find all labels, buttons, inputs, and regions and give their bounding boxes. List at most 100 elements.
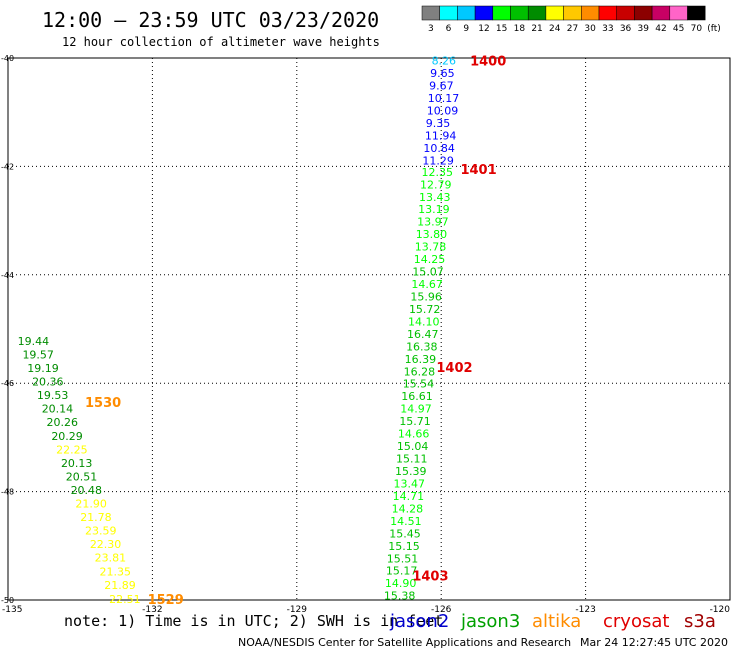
footer-credit: NOAA/NESDIS Center for Satellite Applica…	[238, 636, 571, 649]
footer-generated: Mar 24 12:27:45 UTC 2020	[580, 636, 728, 649]
satellite-legend: jason2 jason3 altika cryosat s3a	[389, 611, 716, 632]
wave-height-point: 21.90	[75, 498, 107, 511]
time-label: 1530	[85, 396, 121, 411]
wave-height-point: 13.43	[419, 191, 451, 204]
wave-height-point: 8.26	[432, 55, 457, 68]
color-scale-swatch	[510, 5, 529, 21]
wave-height-point: 20.26	[47, 416, 79, 429]
wave-height-point: 10.84	[423, 142, 455, 155]
color-scale-swatch	[634, 5, 653, 21]
wave-height-point: 14.97	[400, 403, 432, 416]
color-scale-swatch	[598, 5, 617, 21]
time-label: 1401	[460, 163, 496, 178]
wave-height-point: 9.67	[429, 80, 454, 93]
wave-height-point: 16.28	[404, 365, 436, 378]
color-scale-swatch	[563, 5, 582, 21]
color-scale-label: 42	[655, 24, 666, 34]
wave-height-point: 20.48	[71, 484, 103, 497]
wave-height-point: 20.29	[51, 430, 83, 443]
gridlines	[8, 58, 730, 600]
plot-area	[7, 57, 731, 601]
wave-height-point: 14.25	[414, 253, 446, 266]
wave-height-point: 13.78	[415, 241, 447, 254]
wave-height-point: 20.13	[61, 457, 93, 470]
color-scale-swatch	[527, 5, 547, 21]
wave-height-point: 11.94	[425, 130, 457, 143]
wave-height-point: 11.29	[422, 154, 454, 167]
color-scale-label: 3	[428, 24, 434, 34]
wave-height-point: 15.54	[403, 378, 435, 391]
wave-height-point: 13.80	[416, 228, 448, 241]
color-scale-label: 24	[549, 24, 561, 34]
wave-height-point: 15.17	[386, 565, 418, 578]
wave-height-point: 20.36	[32, 376, 64, 389]
y-tick-label: -44	[1, 271, 14, 280]
y-tick-label: -40	[1, 54, 14, 63]
color-scale-label: 27	[567, 24, 578, 34]
color-scale-swatch	[651, 5, 671, 21]
wave-height-point: 9.65	[430, 67, 455, 80]
wave-height-point: 15.51	[387, 552, 419, 565]
wave-height-point: 19.19	[27, 362, 59, 375]
x-tick-label: -123	[575, 605, 595, 615]
chart-title: 12:00 – 23:59 UTC 03/23/2020	[42, 8, 379, 32]
wave-height-point: 16.39	[405, 353, 437, 366]
x-tick-label: -129	[287, 605, 308, 615]
wave-height-point: 14.51	[390, 515, 422, 528]
wave-height-point: 10.17	[428, 92, 460, 105]
wave-height-point: 15.38	[384, 590, 416, 603]
wave-height-point: 21.78	[80, 511, 112, 524]
wave-height-point: 16.38	[406, 340, 438, 353]
wave-height-point: 16.61	[401, 390, 433, 403]
wave-height-point: 20.14	[42, 403, 73, 416]
color-scale-label: 6	[446, 24, 452, 34]
wave-height-point: 14.71	[393, 490, 425, 503]
footer-note: note: 1) Time is in UTC; 2) SWH is in fe…	[64, 612, 443, 630]
color-scale-swatch	[581, 5, 600, 21]
color-scale-swatch	[669, 5, 688, 21]
satellite-legend-item: cryosat	[603, 611, 669, 632]
wave-height-point: 15.11	[396, 453, 428, 466]
wave-height-point: 14.90	[385, 577, 417, 590]
wave-height-point: 15.45	[389, 527, 421, 540]
satellite-legend-item: jason3	[460, 611, 520, 632]
wave-height-point: 10.09	[427, 105, 459, 118]
wave-height-point: 19.53	[37, 389, 69, 402]
wave-height-point: 23.59	[85, 525, 117, 538]
color-scale-swatch	[474, 5, 494, 21]
color-scale-swatch	[492, 5, 511, 21]
y-tick-label: -48	[1, 488, 14, 497]
y-tick-label: -46	[1, 379, 14, 388]
color-scale-swatch	[616, 5, 635, 21]
color-scale-legend: 3 6 9 12 15 18 21 24 27 30 33 36 39 42 45 70 (ft)	[421, 5, 721, 34]
wave-height-point: 21.35	[99, 565, 131, 578]
wave-height-point: 19.44	[18, 335, 50, 348]
color-scale-label: 18	[514, 24, 526, 34]
x-tick-label: -135	[2, 605, 22, 615]
wave-height-point: 15.96	[410, 290, 442, 303]
wave-height-point: 14.67	[411, 278, 443, 291]
color-scale-swatch	[421, 5, 440, 21]
color-scale-swatch	[545, 5, 564, 21]
wave-height-point: 15.71	[399, 415, 431, 428]
x-tick-label: -132	[142, 605, 162, 615]
time-label: 1403	[412, 570, 448, 585]
wave-height-point: 16.47	[407, 328, 439, 341]
wave-height-point: 13.47	[394, 477, 426, 490]
color-scale-label: 36	[620, 24, 632, 34]
wave-height-point: 9.35	[426, 117, 451, 130]
wave-height-point: 21.89	[104, 579, 135, 592]
y-tick-label: -50	[1, 596, 14, 605]
wave-height-point: 14.10	[408, 315, 440, 328]
color-scale-label: 39	[638, 24, 650, 34]
wave-height-point: 19.57	[22, 348, 54, 361]
plot-border	[7, 57, 731, 601]
wave-height-point: 15.15	[388, 540, 420, 553]
color-scale-swatch	[439, 5, 458, 21]
wave-height-point: 13.19	[418, 203, 450, 216]
color-scale-unit: (ft)	[707, 24, 721, 34]
color-scale-label: 45	[673, 24, 684, 34]
wave-height-point: 15.04	[397, 440, 429, 453]
wave-height-point: 22.25	[56, 443, 87, 456]
color-scale-label: 9	[463, 24, 469, 34]
